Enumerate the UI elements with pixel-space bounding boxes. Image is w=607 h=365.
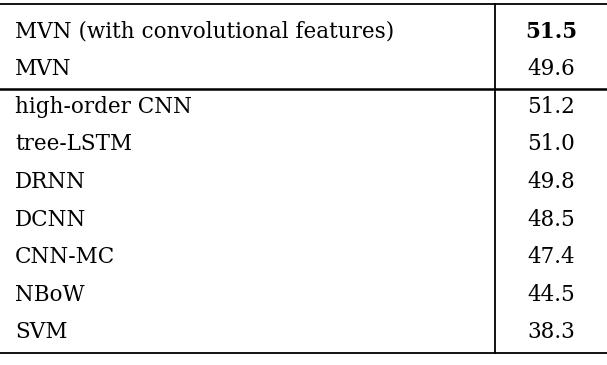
Text: SVM: SVM <box>15 321 67 343</box>
Text: 44.5: 44.5 <box>527 284 575 306</box>
Text: DRNN: DRNN <box>15 171 86 193</box>
Text: 38.3: 38.3 <box>527 321 575 343</box>
Text: MVN: MVN <box>15 58 72 80</box>
Text: 49.8: 49.8 <box>527 171 575 193</box>
Text: 51.2: 51.2 <box>527 96 575 118</box>
Text: CNN-MC: CNN-MC <box>15 246 115 268</box>
Text: 51.0: 51.0 <box>527 133 575 155</box>
Text: high-order CNN: high-order CNN <box>15 96 192 118</box>
Text: 48.5: 48.5 <box>527 208 575 231</box>
Text: tree-LSTM: tree-LSTM <box>15 133 132 155</box>
Text: MVN (with convolutional features): MVN (with convolutional features) <box>15 20 395 43</box>
Text: 51.5: 51.5 <box>525 20 577 43</box>
Text: 47.4: 47.4 <box>527 246 575 268</box>
Text: DCNN: DCNN <box>15 208 87 231</box>
Text: NBoW: NBoW <box>15 284 85 306</box>
Text: 49.6: 49.6 <box>527 58 575 80</box>
